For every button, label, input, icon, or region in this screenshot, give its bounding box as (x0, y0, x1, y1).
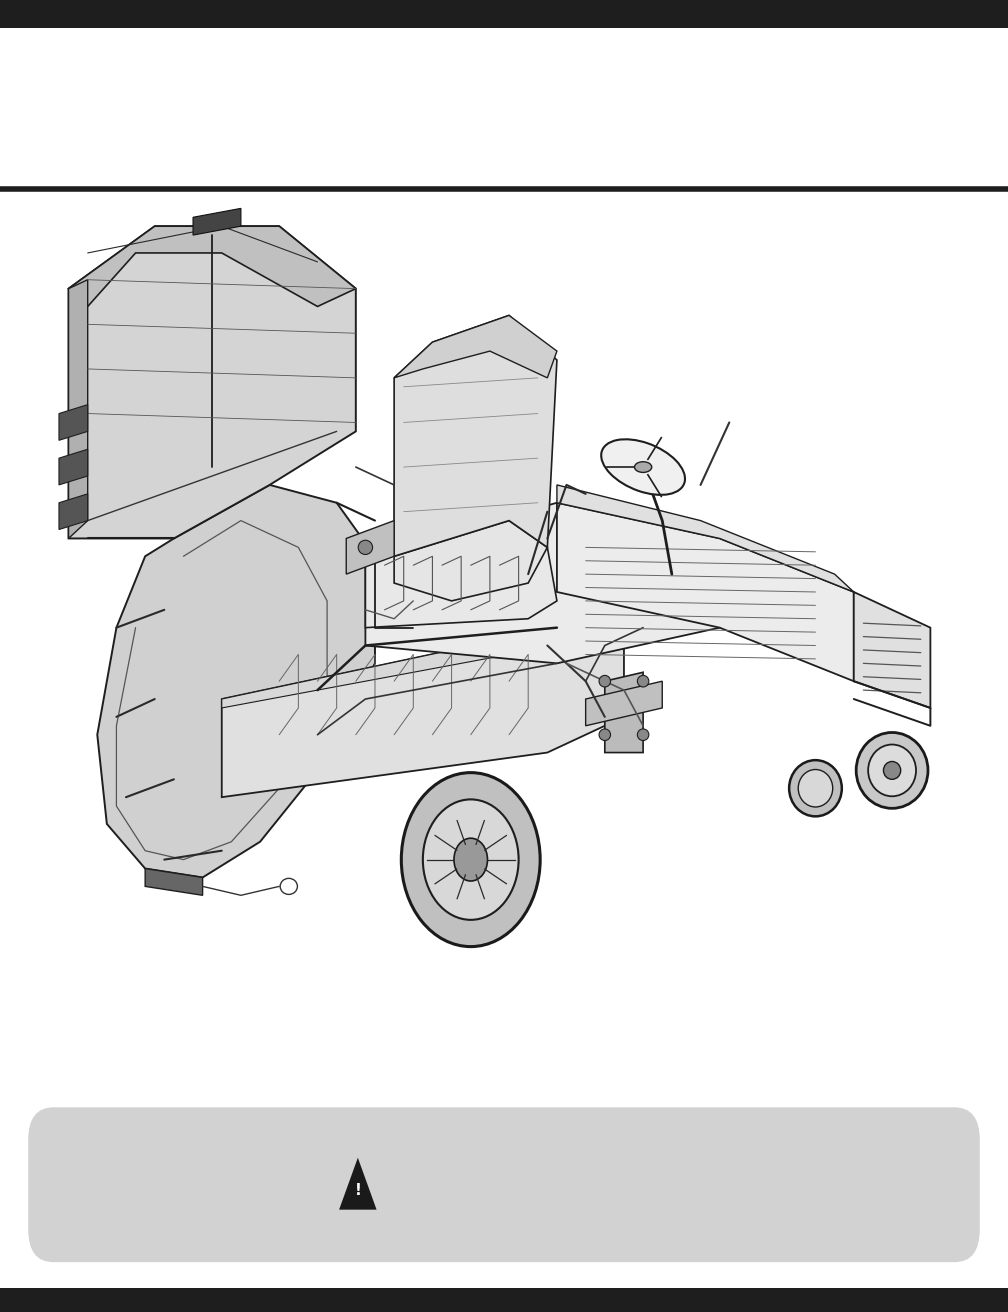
Polygon shape (69, 279, 88, 538)
Ellipse shape (637, 729, 649, 740)
Polygon shape (97, 485, 375, 878)
Polygon shape (605, 672, 643, 753)
Bar (0, 0, 1008, 28)
Polygon shape (145, 869, 203, 895)
Polygon shape (347, 521, 394, 575)
Ellipse shape (789, 760, 842, 816)
Polygon shape (365, 521, 556, 627)
Polygon shape (394, 315, 556, 556)
Polygon shape (194, 209, 241, 235)
Polygon shape (394, 315, 556, 378)
Polygon shape (586, 681, 662, 726)
Ellipse shape (599, 676, 611, 687)
Ellipse shape (634, 462, 652, 472)
Polygon shape (69, 226, 356, 307)
Polygon shape (394, 521, 547, 601)
Ellipse shape (868, 744, 916, 796)
Polygon shape (339, 1157, 377, 1210)
Ellipse shape (454, 838, 488, 882)
Polygon shape (556, 502, 854, 681)
Ellipse shape (601, 440, 685, 495)
Ellipse shape (637, 676, 649, 687)
Polygon shape (69, 226, 356, 538)
Ellipse shape (401, 773, 540, 947)
FancyBboxPatch shape (28, 1107, 980, 1262)
Polygon shape (222, 627, 624, 798)
Polygon shape (365, 502, 720, 664)
Ellipse shape (358, 541, 373, 555)
Polygon shape (58, 404, 88, 441)
Polygon shape (222, 627, 556, 708)
Ellipse shape (883, 761, 901, 779)
Bar (0, 1288, 1008, 1312)
Polygon shape (854, 592, 930, 708)
Ellipse shape (423, 799, 518, 920)
Text: !: ! (355, 1182, 361, 1198)
Ellipse shape (856, 732, 928, 808)
Polygon shape (556, 485, 854, 592)
Ellipse shape (599, 729, 611, 740)
Polygon shape (58, 493, 88, 530)
Polygon shape (58, 449, 88, 485)
Ellipse shape (798, 770, 833, 807)
